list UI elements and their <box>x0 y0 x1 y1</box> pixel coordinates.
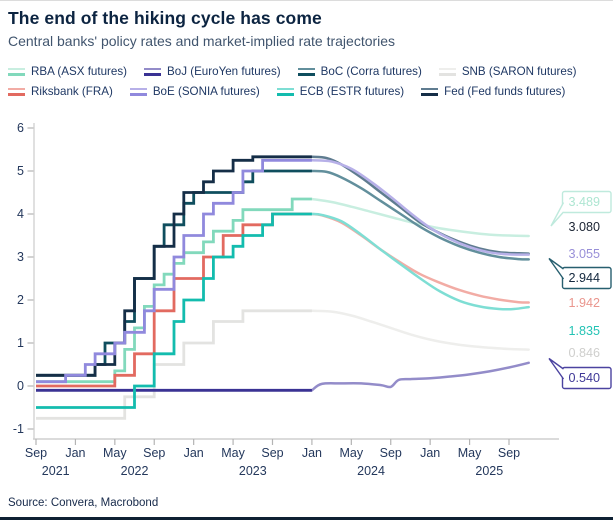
x-tick-label: May <box>340 446 364 460</box>
legend-row: RBA (ASX futures) BoJ (EuroYen futures) Bo… <box>8 65 608 78</box>
x-tick-label: May <box>103 446 127 460</box>
legend-item-boj: BoJ (EuroYen futures) <box>144 65 281 78</box>
series-futures-boj <box>310 361 530 392</box>
legend-swatch-rba <box>8 67 25 76</box>
y-tick-label: 3 <box>17 250 24 264</box>
end-label-boc: 2.944 <box>569 271 601 285</box>
y-tick-label: 2 <box>17 293 24 307</box>
x-year-label: 2025 <box>475 464 503 478</box>
legend-item-boe: BoE (SONIA futures) <box>129 85 260 98</box>
series-futures-ecb <box>310 212 530 311</box>
legend-swatch-fed <box>421 87 439 96</box>
series-futures-snb <box>310 309 530 351</box>
series-futures-boc <box>310 169 530 261</box>
legend-item-snb: SNB (SARON futures) <box>438 65 577 78</box>
legend-label-snb: SNB (SARON futures) <box>461 65 577 78</box>
y-tick-label: 0 <box>17 379 24 393</box>
end-label-boe: 3.055 <box>569 247 601 261</box>
chart-subtitle: Central banks' policy rates and market-i… <box>8 33 396 49</box>
legend-row: Riksbank (FRA) BoE (SONIA futures) ECB (ES… <box>8 85 608 98</box>
end-label-pointer-boj <box>548 357 565 380</box>
legend-swatch-boe <box>129 87 147 96</box>
series-futures-boe <box>310 159 530 256</box>
y-tick-label: 4 <box>17 207 24 221</box>
y-tick-label: 5 <box>17 164 24 178</box>
y-tick-label: -1 <box>13 422 24 436</box>
x-tick-label: Sep <box>498 446 520 460</box>
x-year-label: 2024 <box>357 464 385 478</box>
legend-label-ecb: ECB (ESTR futures) <box>299 85 405 98</box>
x-tick-label: Sep <box>143 446 165 460</box>
x-tick-label: May <box>458 446 482 460</box>
x-tick-label: Jan <box>184 446 204 460</box>
bottom-accent-bar <box>0 517 613 520</box>
legend-label-riksbank: Riksbank (FRA) <box>31 85 113 98</box>
series-history-ecb <box>36 212 312 409</box>
end-label-ecb: 1.835 <box>569 324 601 338</box>
series-history-boe <box>36 158 312 384</box>
legend-item-riksbank: Riksbank (FRA) <box>8 85 113 98</box>
legend-label-boj: BoJ (EuroYen futures) <box>167 65 281 78</box>
legend-swatch-snb <box>438 67 456 76</box>
legend-swatch-boc <box>297 67 315 76</box>
end-label-box-rba <box>561 190 612 214</box>
legend-item-fed: Fed (Fed funds futures) <box>421 85 565 98</box>
x-tick-label: Sep <box>380 446 402 460</box>
legend-label-rba: RBA (ASX futures) <box>31 65 128 78</box>
legend-label-boc: BoC (Corra futures) <box>320 65 422 78</box>
legend-item-ecb: ECB (ESTR futures) <box>276 85 405 98</box>
legend-item-boc: BoC (Corra futures) <box>297 65 422 78</box>
legend-swatch-boj <box>144 67 162 76</box>
x-tick-label: Jan <box>420 446 440 460</box>
end-label-riksbank: 1.942 <box>569 296 601 310</box>
x-tick-label: Sep <box>261 446 283 460</box>
end-label-snb: 0.846 <box>569 346 601 360</box>
series-futures-rba <box>310 197 530 238</box>
series-history-snb <box>36 309 312 420</box>
legend-label-fed: Fed (Fed funds futures) <box>444 85 566 98</box>
end-label-rba: 3.489 <box>569 195 601 209</box>
source-note: Source: Convera, Macrobond <box>8 497 159 509</box>
y-tick-label: 6 <box>17 121 24 135</box>
legend-item-rba: RBA (ASX futures) <box>8 65 127 78</box>
series-history-riksbank <box>36 212 312 388</box>
x-year-label: 2022 <box>121 464 149 478</box>
legend-swatch-riksbank <box>8 87 25 96</box>
legend-label-boe: BoE (SONIA futures) <box>152 85 260 98</box>
end-label-pointer-rba <box>550 202 565 227</box>
chart-legend: RBA (ASX futures) BoJ (EuroYen futures) Bo… <box>8 65 608 105</box>
end-label-boj: 0.540 <box>569 371 601 385</box>
end-label-fed: 3.080 <box>569 220 601 234</box>
x-tick-label: Sep <box>25 446 47 460</box>
y-tick-label: 1 <box>17 336 24 350</box>
x-year-label: 2021 <box>42 464 70 478</box>
x-tick-label: May <box>221 446 245 460</box>
x-tick-label: Jan <box>302 446 322 460</box>
legend-swatch-ecb <box>276 87 294 96</box>
end-label-pointer-boc <box>548 257 565 280</box>
page-title: The end of the hiking cycle has come <box>8 8 322 28</box>
x-tick-label: Jan <box>65 446 85 460</box>
x-year-label: 2023 <box>239 464 267 478</box>
